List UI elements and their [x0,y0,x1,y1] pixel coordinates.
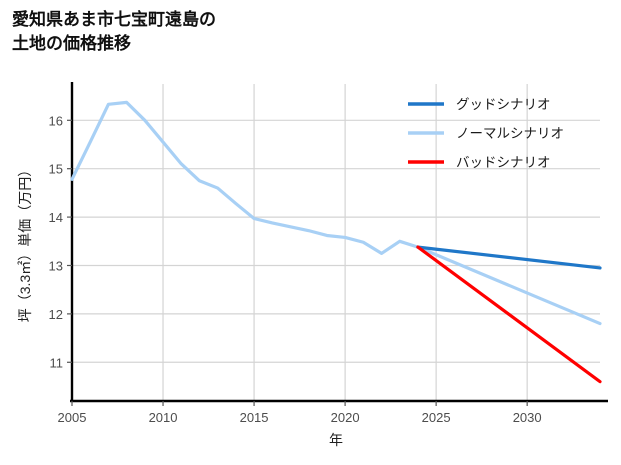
legend-label-2: バッドシナリオ [456,155,551,170]
y-tick-label: 13 [49,258,63,273]
x-tick-label: 2015 [240,410,269,425]
y-tick-label: 14 [49,210,63,225]
x-tick-label: 2010 [149,410,178,425]
series-line-バッドシナリオ [416,245,602,384]
y-tick-label: 15 [49,162,63,177]
y-axis-title: 坪（3.3㎡）単価（万円） [17,163,33,322]
legend-label-1: ノーマルシナリオ [456,126,564,141]
series-line-ノーマルシナリオ [70,100,602,326]
x-tick-label: 2030 [513,410,542,425]
y-tick-label: 11 [50,355,64,370]
y-tick-label: 16 [49,113,63,128]
x-axis-title: 年 [329,432,343,448]
x-tick-label: 2020 [331,410,360,425]
y-tick-label: 12 [49,307,63,322]
chart-title: 愛知県あま市七宝町遠島の 土地の価格推移 [12,10,216,54]
series-line-グッドシナリオ [416,245,602,270]
x-tick-label: 2025 [422,410,451,425]
legend-label-0: グッドシナリオ [456,97,551,112]
x-tick-label: 2005 [58,410,87,425]
